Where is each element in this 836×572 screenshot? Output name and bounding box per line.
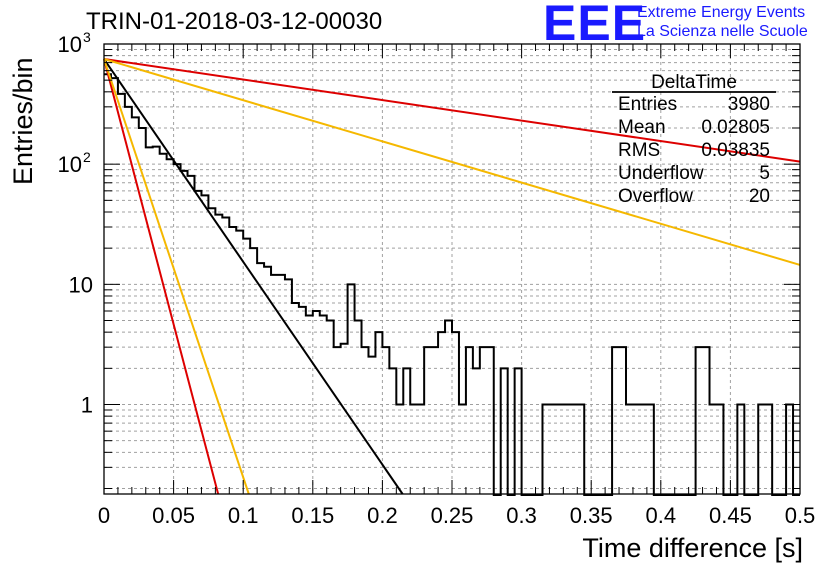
stats-value: 20 [749, 186, 770, 207]
chart-title: TRIN-01-2018-03-12-00030 [86, 8, 383, 35]
logo-line-1: Extreme Energy Events [637, 4, 806, 21]
stats-label: RMS [618, 140, 660, 161]
histogram [104, 73, 800, 496]
y-tick-label: 10 [69, 272, 93, 297]
y-tick-exponent: 3 [83, 29, 91, 45]
fit-line [103, 58, 801, 266]
y-tick-label: 10 [58, 32, 82, 57]
fit-line [103, 58, 404, 495]
fit-line [103, 58, 801, 163]
x-tick-label: 0.15 [291, 503, 334, 528]
stats-value: 0.02805 [701, 117, 770, 138]
y-tick-label: 10 [58, 152, 82, 177]
x-tick-label: 0.05 [152, 503, 195, 528]
x-tick-label: 0.5 [785, 503, 816, 528]
x-tick-label: 0.4 [646, 503, 677, 528]
x-tick-label: 0.45 [709, 503, 752, 528]
stats-label: Entries [618, 94, 677, 115]
fit-line [103, 58, 250, 495]
fit-line [103, 58, 220, 495]
y-tick-exponent: 2 [83, 149, 91, 165]
x-tick-label: 0.35 [570, 503, 613, 528]
stats-value: 5 [759, 163, 770, 184]
eee-logo: EEE [543, 0, 647, 51]
x-axis-label: Time difference [s] [582, 533, 803, 563]
stats-value: 0.03835 [701, 140, 770, 161]
x-tick-label: 0.1 [228, 503, 259, 528]
logo-line-2: La Scienza nelle Scuole [637, 23, 808, 40]
stats-label: Mean [618, 117, 666, 138]
x-tick-label: 0.2 [367, 503, 398, 528]
x-tick-label: 0.3 [506, 503, 537, 528]
stats-label: Underflow [618, 163, 704, 184]
x-tick-label: 0.25 [431, 503, 474, 528]
stats-label: Overflow [618, 186, 693, 207]
y-tick-label: 1 [81, 393, 93, 418]
stats-value: 3980 [728, 94, 770, 115]
x-tick-label: 0 [98, 503, 110, 528]
stats-title: DeltaTime [651, 72, 737, 93]
